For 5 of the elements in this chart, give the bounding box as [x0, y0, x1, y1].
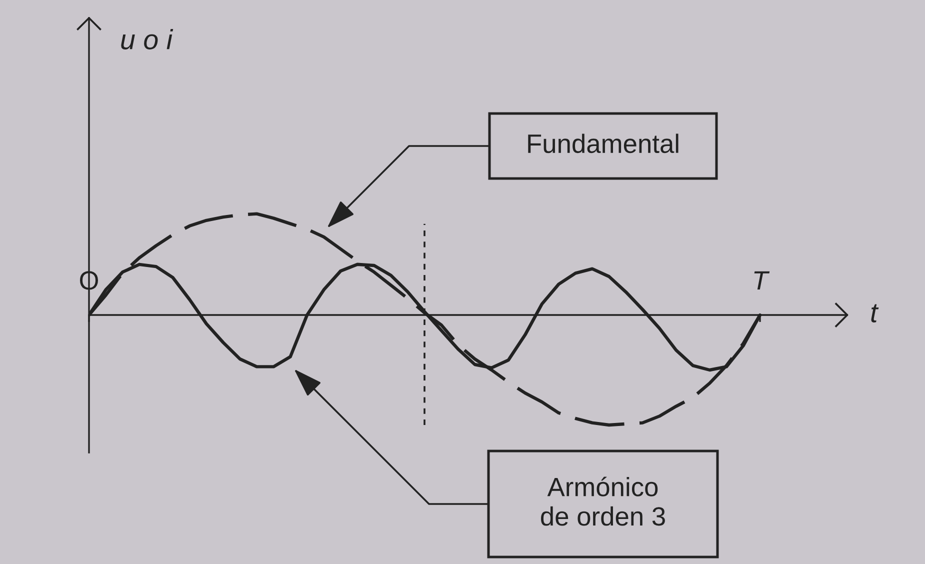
text: Fundamental — [528, 134, 678, 154]
text: u o i — [121, 29, 174, 50]
text: Armónico de orden 3 — [541, 476, 665, 526]
x-axis-title: t — [871, 304, 879, 322]
x-tick-label: T — [754, 271, 770, 290]
